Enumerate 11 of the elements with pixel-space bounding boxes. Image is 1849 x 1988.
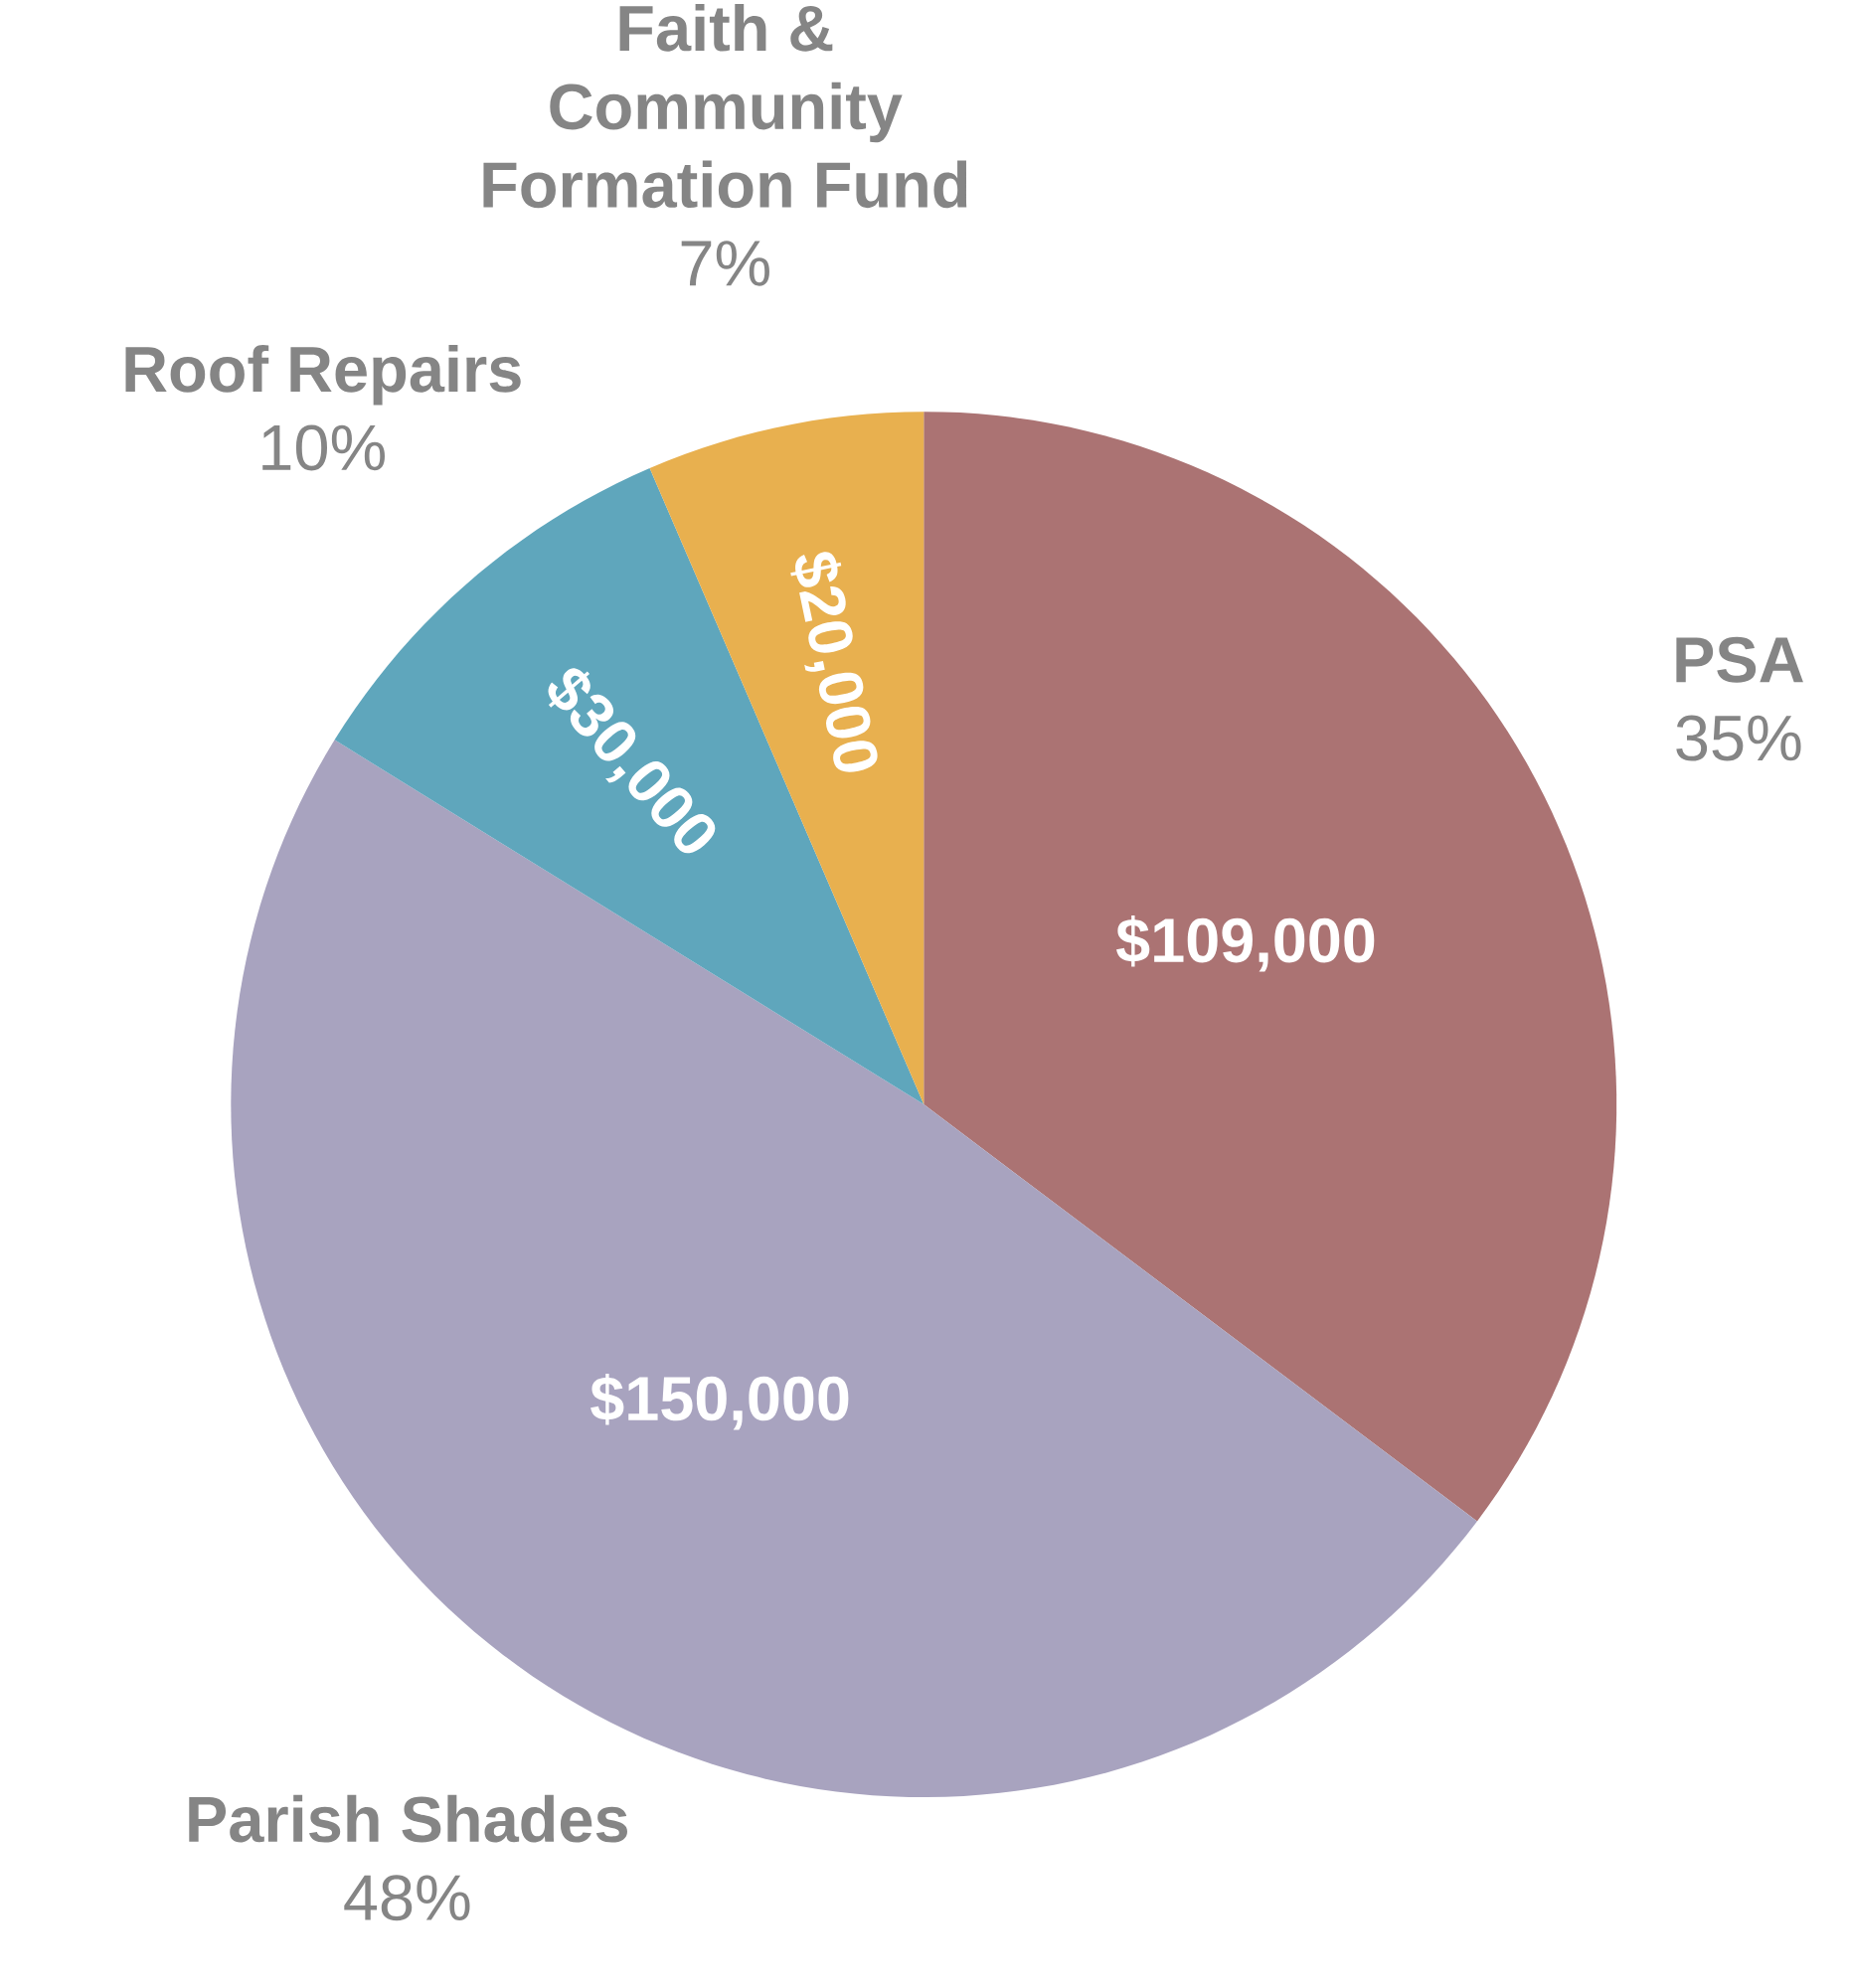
slice-label: Parish Shades xyxy=(189,1794,628,1843)
text: 48% xyxy=(344,1875,470,1921)
slice-label: Roof Repairs xyxy=(125,344,521,406)
slice-label: Faith & Community Formation Fund xyxy=(483,3,967,209)
text: 10% xyxy=(262,424,386,471)
data-label: $109,000 xyxy=(1116,915,1375,972)
data-label: $20,000 xyxy=(790,552,878,772)
text: 7% xyxy=(681,241,770,286)
text: 35% xyxy=(1676,715,1801,761)
slice-label: PSA xyxy=(1676,636,1804,683)
data-label: $150,000 xyxy=(590,1373,849,1430)
